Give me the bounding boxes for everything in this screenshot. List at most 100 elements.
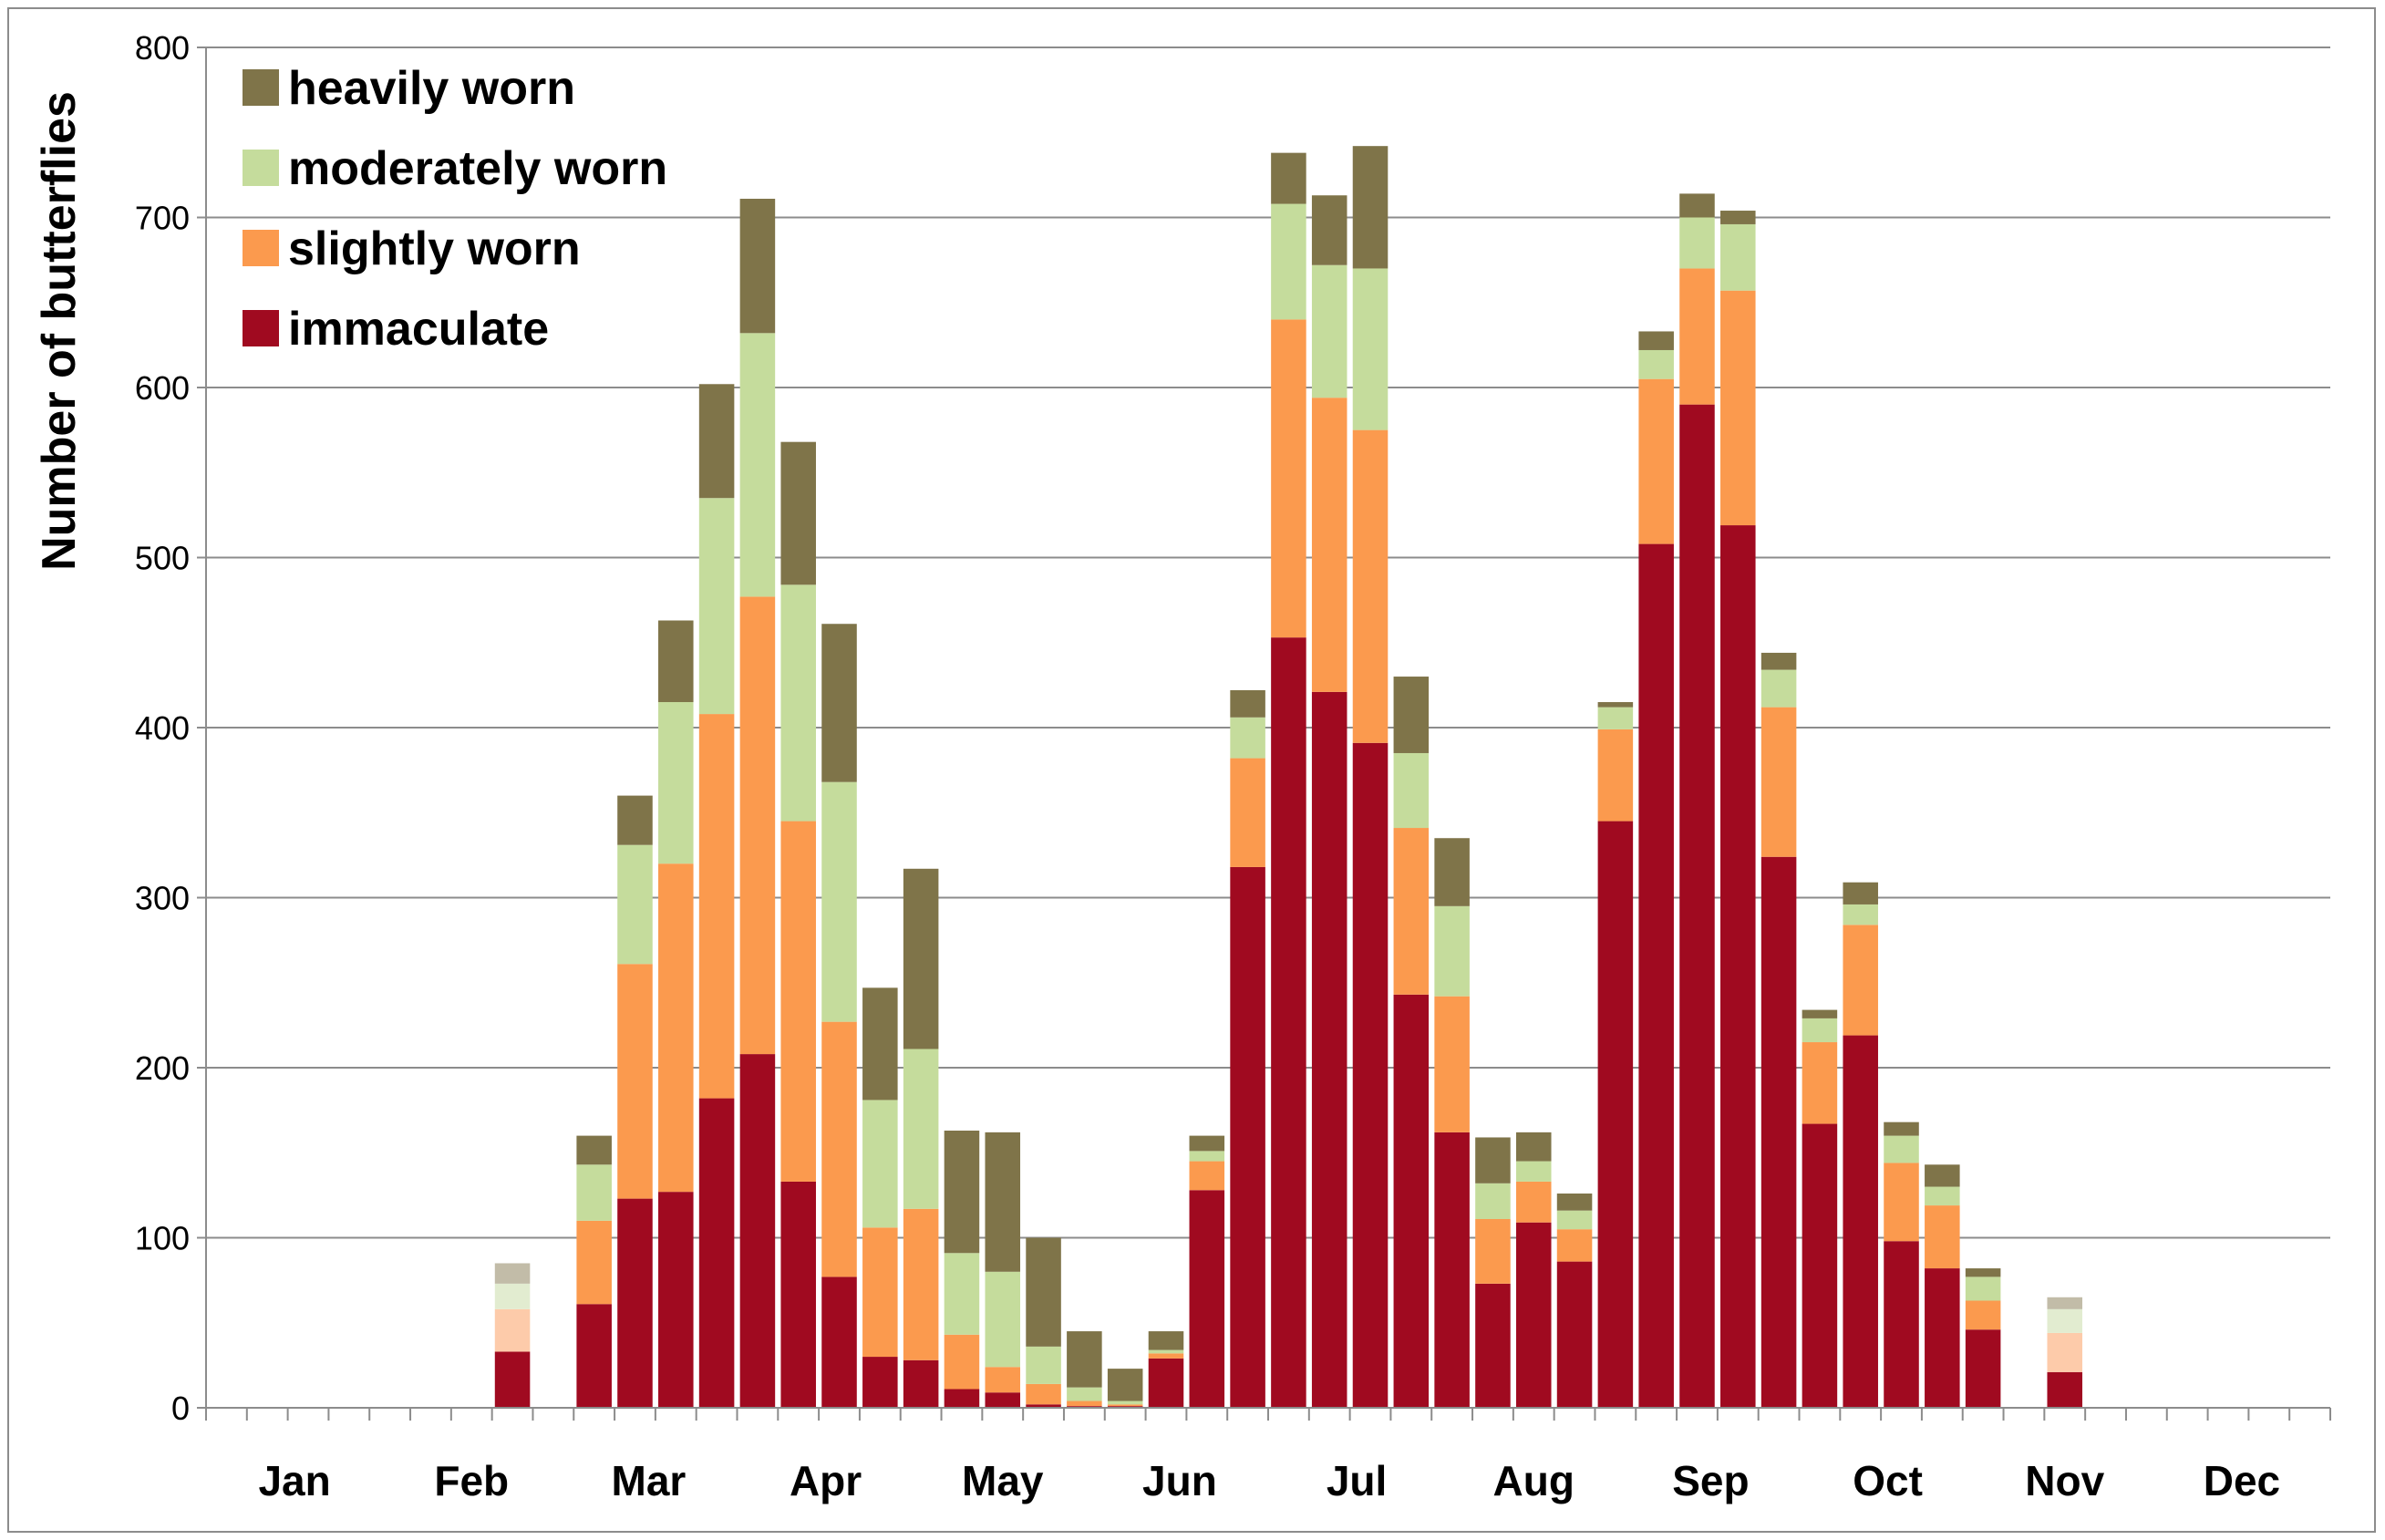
bar-segment-heavily bbox=[1107, 1369, 1143, 1401]
bar-segment-immaculate bbox=[494, 1351, 531, 1408]
bar-segment-heavily bbox=[1475, 1137, 1511, 1183]
bar-segment-moderately bbox=[494, 1283, 531, 1309]
bar-segment-heavily bbox=[821, 624, 857, 782]
bar-segment-moderately bbox=[944, 1253, 980, 1335]
bar-segment-moderately bbox=[1352, 268, 1389, 430]
bar-segment-slightly bbox=[1638, 378, 1674, 544]
bar-segment-immaculate bbox=[1638, 543, 1674, 1408]
bar-segment-moderately bbox=[1230, 717, 1265, 759]
bar-segment-immaculate bbox=[1475, 1283, 1511, 1408]
bar-segment-immaculate bbox=[1148, 1358, 1184, 1408]
bar-segment-slightly bbox=[1802, 1042, 1838, 1124]
bar-segment-moderately bbox=[739, 333, 776, 597]
bar-segment-heavily bbox=[617, 795, 653, 845]
bar-segment-heavily bbox=[862, 987, 898, 1101]
bar-segment-immaculate bbox=[780, 1181, 816, 1408]
month-label-aug: Aug bbox=[1493, 1457, 1575, 1504]
bar-segment-immaculate bbox=[1720, 525, 1756, 1408]
y-tick-label: 600 bbox=[135, 369, 190, 407]
bar-segment-slightly bbox=[780, 821, 816, 1182]
bar-segment-immaculate bbox=[1271, 637, 1306, 1408]
bar-segment-moderately bbox=[1148, 1349, 1184, 1354]
bar-segment-immaculate bbox=[1760, 856, 1797, 1408]
bar-segment-slightly bbox=[862, 1227, 898, 1358]
bar-segment-moderately bbox=[1189, 1151, 1225, 1162]
bar-segment-heavily bbox=[1720, 211, 1756, 224]
month-label-jun: Jun bbox=[1142, 1457, 1217, 1504]
bar-segment-immaculate bbox=[1597, 821, 1634, 1408]
bar-segment-slightly bbox=[1760, 707, 1797, 857]
bar-segment-moderately bbox=[1638, 349, 1674, 379]
bar-segment-moderately bbox=[821, 781, 857, 1022]
bar-segment-immaculate bbox=[862, 1357, 898, 1408]
bar-segment-slightly bbox=[1720, 290, 1756, 526]
month-label-feb: Feb bbox=[434, 1457, 509, 1504]
bar-segment-immaculate bbox=[1026, 1404, 1061, 1408]
bar-segment-heavily bbox=[1925, 1164, 1960, 1187]
bar-segment-slightly bbox=[617, 964, 653, 1199]
bar-segment-immaculate bbox=[658, 1192, 694, 1408]
bar-segment-slightly bbox=[1556, 1229, 1593, 1262]
bar-segment-moderately bbox=[1679, 217, 1715, 269]
bar-segment-moderately bbox=[862, 1100, 898, 1228]
bar-segment-slightly bbox=[1230, 758, 1265, 867]
bar-segment-moderately bbox=[698, 498, 735, 715]
bar-segment-slightly bbox=[1352, 429, 1389, 743]
legend-swatch-heavily bbox=[243, 69, 279, 106]
bar-segment-moderately bbox=[1311, 264, 1347, 398]
bar-segment-moderately bbox=[576, 1164, 612, 1221]
legend-label-moderately: moderately worn bbox=[288, 142, 667, 195]
bar-segment-immaculate bbox=[821, 1276, 857, 1408]
bar-segment-immaculate bbox=[1843, 1035, 1878, 1408]
bar-segment-immaculate bbox=[1230, 866, 1265, 1408]
bar-segment-heavily bbox=[1352, 146, 1389, 269]
bars bbox=[494, 146, 2083, 1408]
y-tick-label: 400 bbox=[135, 709, 190, 747]
bar-segment-immaculate bbox=[1679, 404, 1715, 1408]
month-label-dec: Dec bbox=[2204, 1457, 2280, 1504]
legend-swatch-immaculate bbox=[243, 310, 279, 346]
bar-segment-slightly bbox=[698, 714, 735, 1099]
bar-segment-immaculate bbox=[944, 1389, 980, 1408]
bar-segment-moderately bbox=[1843, 904, 1878, 925]
bar-segment-heavily bbox=[658, 620, 694, 703]
bar-segment-immaculate bbox=[985, 1392, 1021, 1408]
bar-segment-moderately bbox=[1434, 905, 1470, 997]
bar-segment-moderately bbox=[1556, 1210, 1593, 1230]
bar-segment-heavily bbox=[944, 1131, 980, 1254]
bar-segment-heavily bbox=[1802, 1009, 1838, 1018]
bar-segment-immaculate bbox=[1965, 1329, 2001, 1408]
legend-swatch-slightly bbox=[243, 230, 279, 266]
legend-label-heavily: heavily worn bbox=[288, 62, 575, 115]
bar-segment-slightly bbox=[494, 1308, 531, 1352]
bar-segment-moderately bbox=[1802, 1018, 1838, 1043]
bar-segment-immaculate bbox=[698, 1098, 735, 1408]
bar-segment-slightly bbox=[1965, 1300, 2001, 1330]
bar-segment-slightly bbox=[1475, 1218, 1511, 1284]
bar-segment-heavily bbox=[1965, 1268, 2001, 1277]
bar-segment-heavily bbox=[494, 1263, 531, 1284]
bar-segment-moderately bbox=[2047, 1308, 2083, 1333]
bar-segment-immaculate bbox=[1556, 1261, 1593, 1408]
bar-segment-heavily bbox=[1760, 652, 1797, 670]
bar-segment-heavily bbox=[1148, 1331, 1184, 1350]
bar-segment-moderately bbox=[1925, 1186, 1960, 1206]
month-labels: Jan Feb Mar Apr May Jun Jul Aug Sep Oct Nov Dec bbox=[258, 1457, 2280, 1504]
month-label-may: May bbox=[962, 1457, 1044, 1504]
legend-swatch-moderately bbox=[243, 150, 279, 186]
axes bbox=[205, 47, 2331, 1421]
month-label-mar: Mar bbox=[612, 1457, 687, 1504]
bar-segment-moderately bbox=[1515, 1161, 1552, 1182]
bar-segment-heavily bbox=[739, 198, 776, 334]
bar-segment-heavily bbox=[1230, 689, 1265, 718]
bar-segment-immaculate bbox=[1925, 1268, 1960, 1408]
bar-segment-moderately bbox=[780, 584, 816, 822]
bar-segment-moderately bbox=[1597, 707, 1634, 729]
bar-segment-moderately bbox=[1026, 1346, 1061, 1384]
bar-segment-heavily bbox=[903, 868, 939, 1049]
y-tick-label: 200 bbox=[135, 1049, 190, 1087]
bar-segment-moderately bbox=[658, 702, 694, 864]
bar-segment-heavily bbox=[1638, 331, 1674, 350]
bar-segment-immaculate bbox=[576, 1304, 612, 1408]
bar-segment-slightly bbox=[1515, 1181, 1552, 1223]
